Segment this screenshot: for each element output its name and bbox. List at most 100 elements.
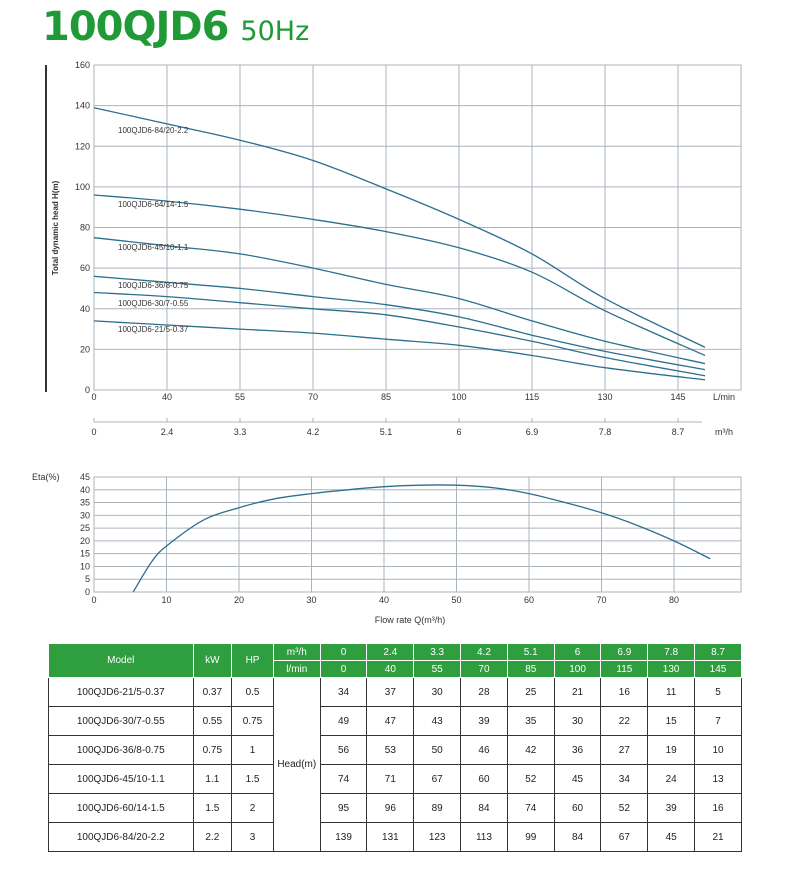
head-cell: 60 <box>553 793 602 823</box>
head-cell: 21 <box>694 822 742 852</box>
series-line <box>93 275 706 371</box>
x-tick-label-lmin: 0 <box>91 392 96 402</box>
head-cell: 34 <box>319 677 368 707</box>
kw-cell: 2.2 <box>192 822 233 852</box>
head-cell: 25 <box>506 677 555 707</box>
head-cell: 10 <box>694 735 742 765</box>
eta-x-tick-label: 50 <box>451 595 461 605</box>
series-label: 100QJD6-64/14-1.5 <box>118 200 189 209</box>
spec-table: Model kW HP m³/h 0 2.4 3.3 4.2 5.1 6 6.9… <box>48 643 742 852</box>
head-cell: 84 <box>553 822 602 852</box>
eta-plot-frame <box>93 476 742 593</box>
head-cell: 67 <box>413 764 462 794</box>
eta-x-tick-label: 20 <box>234 595 244 605</box>
hp-cell: 0.5 <box>231 677 274 707</box>
x-tick-label-lmin: 85 <box>381 392 391 402</box>
kw-cell: 0.75 <box>192 735 233 765</box>
eta-y-tick-label: 20 <box>80 536 90 546</box>
eta-x-tick-label: 0 <box>91 595 96 605</box>
table-row: 100QJD6-30/7-0.55 0.55 0.75 49 47 43 39 … <box>48 706 742 736</box>
flow-lmin-cell: 70 <box>460 660 508 678</box>
x-tick-label-lmin: 55 <box>235 392 245 402</box>
eta-x-tick-label: 40 <box>379 595 389 605</box>
y-tick-label: 20 <box>80 344 90 354</box>
series-line <box>93 237 706 365</box>
eta-y-tick-label: 25 <box>80 523 90 533</box>
eta-x-tick-label: 80 <box>669 595 679 605</box>
eta-x-tick-label: 70 <box>596 595 606 605</box>
head-cell: 49 <box>319 706 368 736</box>
hp-cell: 2 <box>231 793 274 823</box>
x-tick-label-m3h: 6 <box>456 427 461 437</box>
x-tick-label-lmin: 130 <box>597 392 612 402</box>
eta-x-tick-label: 30 <box>306 595 316 605</box>
head-cell: 53 <box>366 735 415 765</box>
x-tick-label-m3h: 5.1 <box>380 427 393 437</box>
head-cell: 13 <box>694 764 742 794</box>
head-cell: 52 <box>600 793 649 823</box>
head-cell: 95 <box>319 793 368 823</box>
head-label-cell: Head(m) <box>272 677 321 852</box>
efficiency-line <box>132 484 711 593</box>
head-cell: 42 <box>506 735 555 765</box>
flow-lmin-cell: 55 <box>413 660 462 678</box>
flow-lmin-cell: 145 <box>694 660 742 678</box>
head-cell: 67 <box>600 822 649 852</box>
flow-lmin-cell: 40 <box>366 660 415 678</box>
x-tick-label-lmin: 115 <box>525 392 539 402</box>
frequency-label: 50Hz <box>240 16 310 47</box>
series-label: 100QJD6-30/7-0.55 <box>118 299 189 308</box>
table-row: 100QJD6-84/20-2.2 2.2 3 139 131 123 113 … <box>48 822 742 852</box>
model-cell: 100QJD6-45/10-1.1 <box>48 764 194 794</box>
head-cell: 84 <box>460 793 508 823</box>
y-tick-label: 0 <box>85 385 90 395</box>
table-header-row-lmin: l/min 0 40 55 70 85 100 115 130 145 <box>49 660 742 678</box>
y-tick-label: 160 <box>75 60 90 70</box>
series-label: 100QJD6-84/20-2.2 <box>118 126 189 135</box>
eta-y-tick-label: 30 <box>80 510 90 520</box>
flow-lmin-cell: 85 <box>506 660 555 678</box>
table-row: 100QJD6-60/14-1.5 1.5 2 95 96 89 84 74 6… <box>48 793 742 823</box>
y-tick-label: 40 <box>80 304 90 314</box>
x-tick-label-m3h: 2.4 <box>161 427 174 437</box>
eta-y-tick-label: 45 <box>80 472 90 482</box>
y-axis-label: Total dynamic head H(m) <box>51 180 60 275</box>
series-label: 100QJD6-45/10-1.1 <box>118 243 189 252</box>
head-cell: 7 <box>694 706 742 736</box>
head-cell: 52 <box>506 764 555 794</box>
eta-y-tick-label: 35 <box>80 498 90 508</box>
flow-lmin-cell: 115 <box>600 660 649 678</box>
flow-m3h-cell: 0 <box>319 643 368 661</box>
head-cell: 35 <box>506 706 555 736</box>
x-unit-lmin: L/min <box>713 392 735 402</box>
head-cell: 5 <box>694 677 742 707</box>
kw-cell: 1.1 <box>192 764 233 794</box>
head-cell: 74 <box>319 764 368 794</box>
series-line <box>93 107 706 348</box>
head-cell: 74 <box>506 793 555 823</box>
head-cell: 11 <box>647 677 696 707</box>
table-row: 100QJD6-36/8-0.75 0.75 1 56 53 50 46 42 … <box>48 735 742 765</box>
head-cell: 45 <box>647 822 696 852</box>
head-cell: 60 <box>460 764 508 794</box>
model-cell: 100QJD6-30/7-0.55 <box>48 706 194 736</box>
x-tick-label-lmin: 100 <box>451 392 466 402</box>
flow-lmin-cell: 100 <box>553 660 602 678</box>
series-line <box>93 194 706 357</box>
eta-x-axis-label: Flow rate Q(m³/h) <box>375 615 446 625</box>
page-header: 100QJD6 50Hz <box>42 4 309 50</box>
series-label: 100QJD6-36/8-0.75 <box>118 281 189 290</box>
eta-y-axis-label: Eta(%) <box>32 472 60 482</box>
head-cell: 89 <box>413 793 462 823</box>
head-cell: 123 <box>413 822 462 852</box>
flow-lmin-cell: 0 <box>319 660 368 678</box>
eta-y-tick-label: 10 <box>80 561 90 571</box>
model-cell: 100QJD6-21/5-0.37 <box>48 677 194 707</box>
y-tick-label: 80 <box>80 223 90 233</box>
flow-m3h-cell: 3.3 <box>413 643 462 661</box>
x-tick-label-m3h: 4.2 <box>307 427 320 437</box>
flow-m3h-cell: 6.9 <box>600 643 649 661</box>
table-row: 100QJD6-21/5-0.37 0.37 0.5 Head(m) 34 37… <box>48 677 742 852</box>
x-tick-label-m3h: 3.3 <box>234 427 247 437</box>
head-cell: 24 <box>647 764 696 794</box>
